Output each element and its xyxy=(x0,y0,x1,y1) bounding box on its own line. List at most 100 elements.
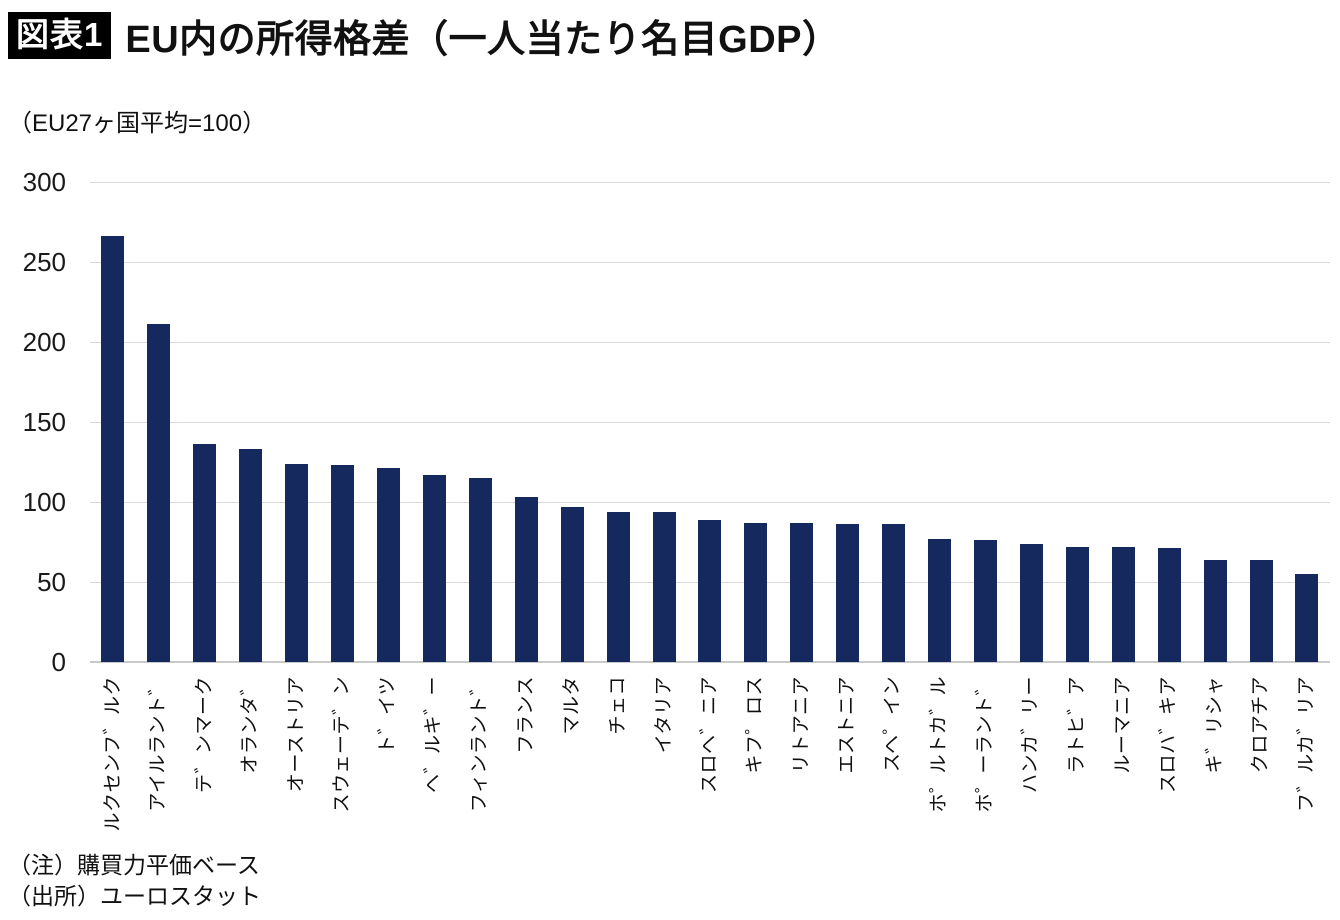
bar-slot xyxy=(687,182,733,662)
gridline xyxy=(90,422,1330,423)
x-label-slot: ルクセンフ゛ルク xyxy=(90,662,136,837)
x-tick-label: フランス xyxy=(515,676,537,754)
x-tick-label: オランタ゛ xyxy=(239,676,261,774)
footnotes: （注）購買力平価ベース （出所）ユーロスタット xyxy=(8,850,261,912)
x-tick-label: ルクセンフ゛ルク xyxy=(101,676,123,832)
x-label-slot: ホ゜ーラント゛ xyxy=(963,662,1009,837)
bar xyxy=(468,478,492,662)
x-label-slot: テ゛ンマーク xyxy=(182,662,228,837)
bar-slot xyxy=(1008,182,1054,662)
x-label-slot: ト゛イツ xyxy=(366,662,412,837)
bar xyxy=(422,474,446,662)
bar-slot xyxy=(182,182,228,662)
bar xyxy=(560,506,584,662)
bar-slot xyxy=(457,182,503,662)
figure-number-badge: 図表1 xyxy=(8,12,112,59)
bar xyxy=(239,449,263,662)
bar-series xyxy=(90,182,1330,662)
x-label-slot: オーストリア xyxy=(274,662,320,837)
bar xyxy=(514,497,538,662)
bar xyxy=(606,511,630,662)
y-tick-label: 100 xyxy=(22,487,66,517)
gridline xyxy=(90,342,1330,343)
bar-slot xyxy=(917,182,963,662)
x-tick-label: オーストリア xyxy=(285,676,307,793)
bar-slot xyxy=(549,182,595,662)
bar-slot xyxy=(871,182,917,662)
x-tick-label: キ゛リシャ xyxy=(1204,676,1226,774)
bar xyxy=(1157,548,1181,662)
x-label-slot: スヘ゜イン xyxy=(871,662,917,837)
bar-slot xyxy=(1146,182,1192,662)
bar-slot xyxy=(1054,182,1100,662)
x-tick-label: ホ゜ーラント゛ xyxy=(974,676,996,813)
x-label-slot: キフ゜ロス xyxy=(733,662,779,837)
bar xyxy=(1295,574,1319,662)
bar xyxy=(1249,559,1273,662)
bar xyxy=(882,524,906,662)
bar-slot xyxy=(1100,182,1146,662)
x-label-slot: リトアニア xyxy=(779,662,825,837)
x-tick-label: スロヘ゛ニア xyxy=(698,676,720,794)
x-label-slot: マルタ xyxy=(549,662,595,837)
bar xyxy=(285,463,309,662)
footnote-data-source: （出所）ユーロスタット xyxy=(8,883,261,909)
x-tick-label: ト゛イツ xyxy=(377,676,399,755)
bar xyxy=(1203,559,1227,662)
x-tick-label: リトアニア xyxy=(790,676,812,774)
x-label-slot: スウェーテ゛ン xyxy=(320,662,366,837)
bar-slot xyxy=(733,182,779,662)
bar-slot xyxy=(779,182,825,662)
x-label-slot: アイルラント゛ xyxy=(136,662,182,837)
bar-slot xyxy=(825,182,871,662)
x-tick-label: ホ゜ルトカ゛ル xyxy=(928,676,950,813)
x-tick-label: ヘ゛ルキ゛ー xyxy=(423,676,445,794)
bar-slot xyxy=(1192,182,1238,662)
x-tick-label: ラトヒ゛ア xyxy=(1066,676,1088,774)
bar-slot xyxy=(411,182,457,662)
x-tick-label: エストニア xyxy=(836,676,858,774)
x-axis-labels: ルクセンフ゛ルク アイルラント゛ テ゛ンマーク オランタ゛ オーストリア スウェーテ゛ン ト… xyxy=(90,662,1330,837)
axis-unit-note: （EU27ヶ国平均=100） xyxy=(8,110,267,137)
bar-slot xyxy=(641,182,687,662)
bar xyxy=(744,522,768,662)
chart-header: 図表1 EU内の所得格差（一人当たり名目GDP） xyxy=(8,8,841,63)
x-label-slot: チェコ xyxy=(595,662,641,837)
bar-slot xyxy=(503,182,549,662)
x-label-slot: ハンカ゛リー xyxy=(1008,662,1054,837)
x-label-slot: フィンラント゛ xyxy=(457,662,503,837)
x-label-slot: スロヘ゛ニア xyxy=(687,662,733,837)
x-label-slot: イタリア xyxy=(641,662,687,837)
x-label-slot: ルーマニア xyxy=(1100,662,1146,837)
x-label-slot: スロハ゛キア xyxy=(1146,662,1192,837)
bar-slot xyxy=(274,182,320,662)
x-tick-label: マルタ xyxy=(561,676,583,735)
x-tick-label: スロハ゛キア xyxy=(1158,676,1180,794)
gridline xyxy=(90,262,1330,263)
bar xyxy=(1065,546,1089,662)
x-axis-line xyxy=(90,661,1330,663)
x-label-slot: キ゛リシャ xyxy=(1192,662,1238,837)
y-tick-label: 300 xyxy=(22,167,66,197)
x-label-slot: クロアチア xyxy=(1238,662,1284,837)
x-label-slot: ホ゜ルトカ゛ル xyxy=(917,662,963,837)
y-tick-label: 0 xyxy=(51,647,66,677)
x-tick-label: スヘ゜イン xyxy=(882,676,904,773)
bar xyxy=(101,236,125,662)
bar xyxy=(331,465,355,662)
footnote-source-basis: （注）購買力平価ベース xyxy=(8,852,260,878)
x-label-slot: ラトヒ゛ア xyxy=(1054,662,1100,837)
x-tick-label: ハンカ゛リー xyxy=(1020,676,1042,794)
bar xyxy=(790,522,814,662)
x-label-slot: フランス xyxy=(503,662,549,837)
bar xyxy=(376,468,400,662)
x-label-slot: フ゛ルカ゛リア xyxy=(1284,662,1330,837)
chart-title: EU内の所得格差（一人当たり名目GDP） xyxy=(125,19,841,61)
bar xyxy=(973,540,997,662)
bar xyxy=(147,324,171,662)
x-tick-label: チェコ xyxy=(607,676,629,735)
x-label-slot: オランタ゛ xyxy=(228,662,274,837)
x-label-slot: ヘ゛ルキ゛ー xyxy=(411,662,457,837)
bar xyxy=(193,444,217,662)
bar xyxy=(1019,543,1043,662)
